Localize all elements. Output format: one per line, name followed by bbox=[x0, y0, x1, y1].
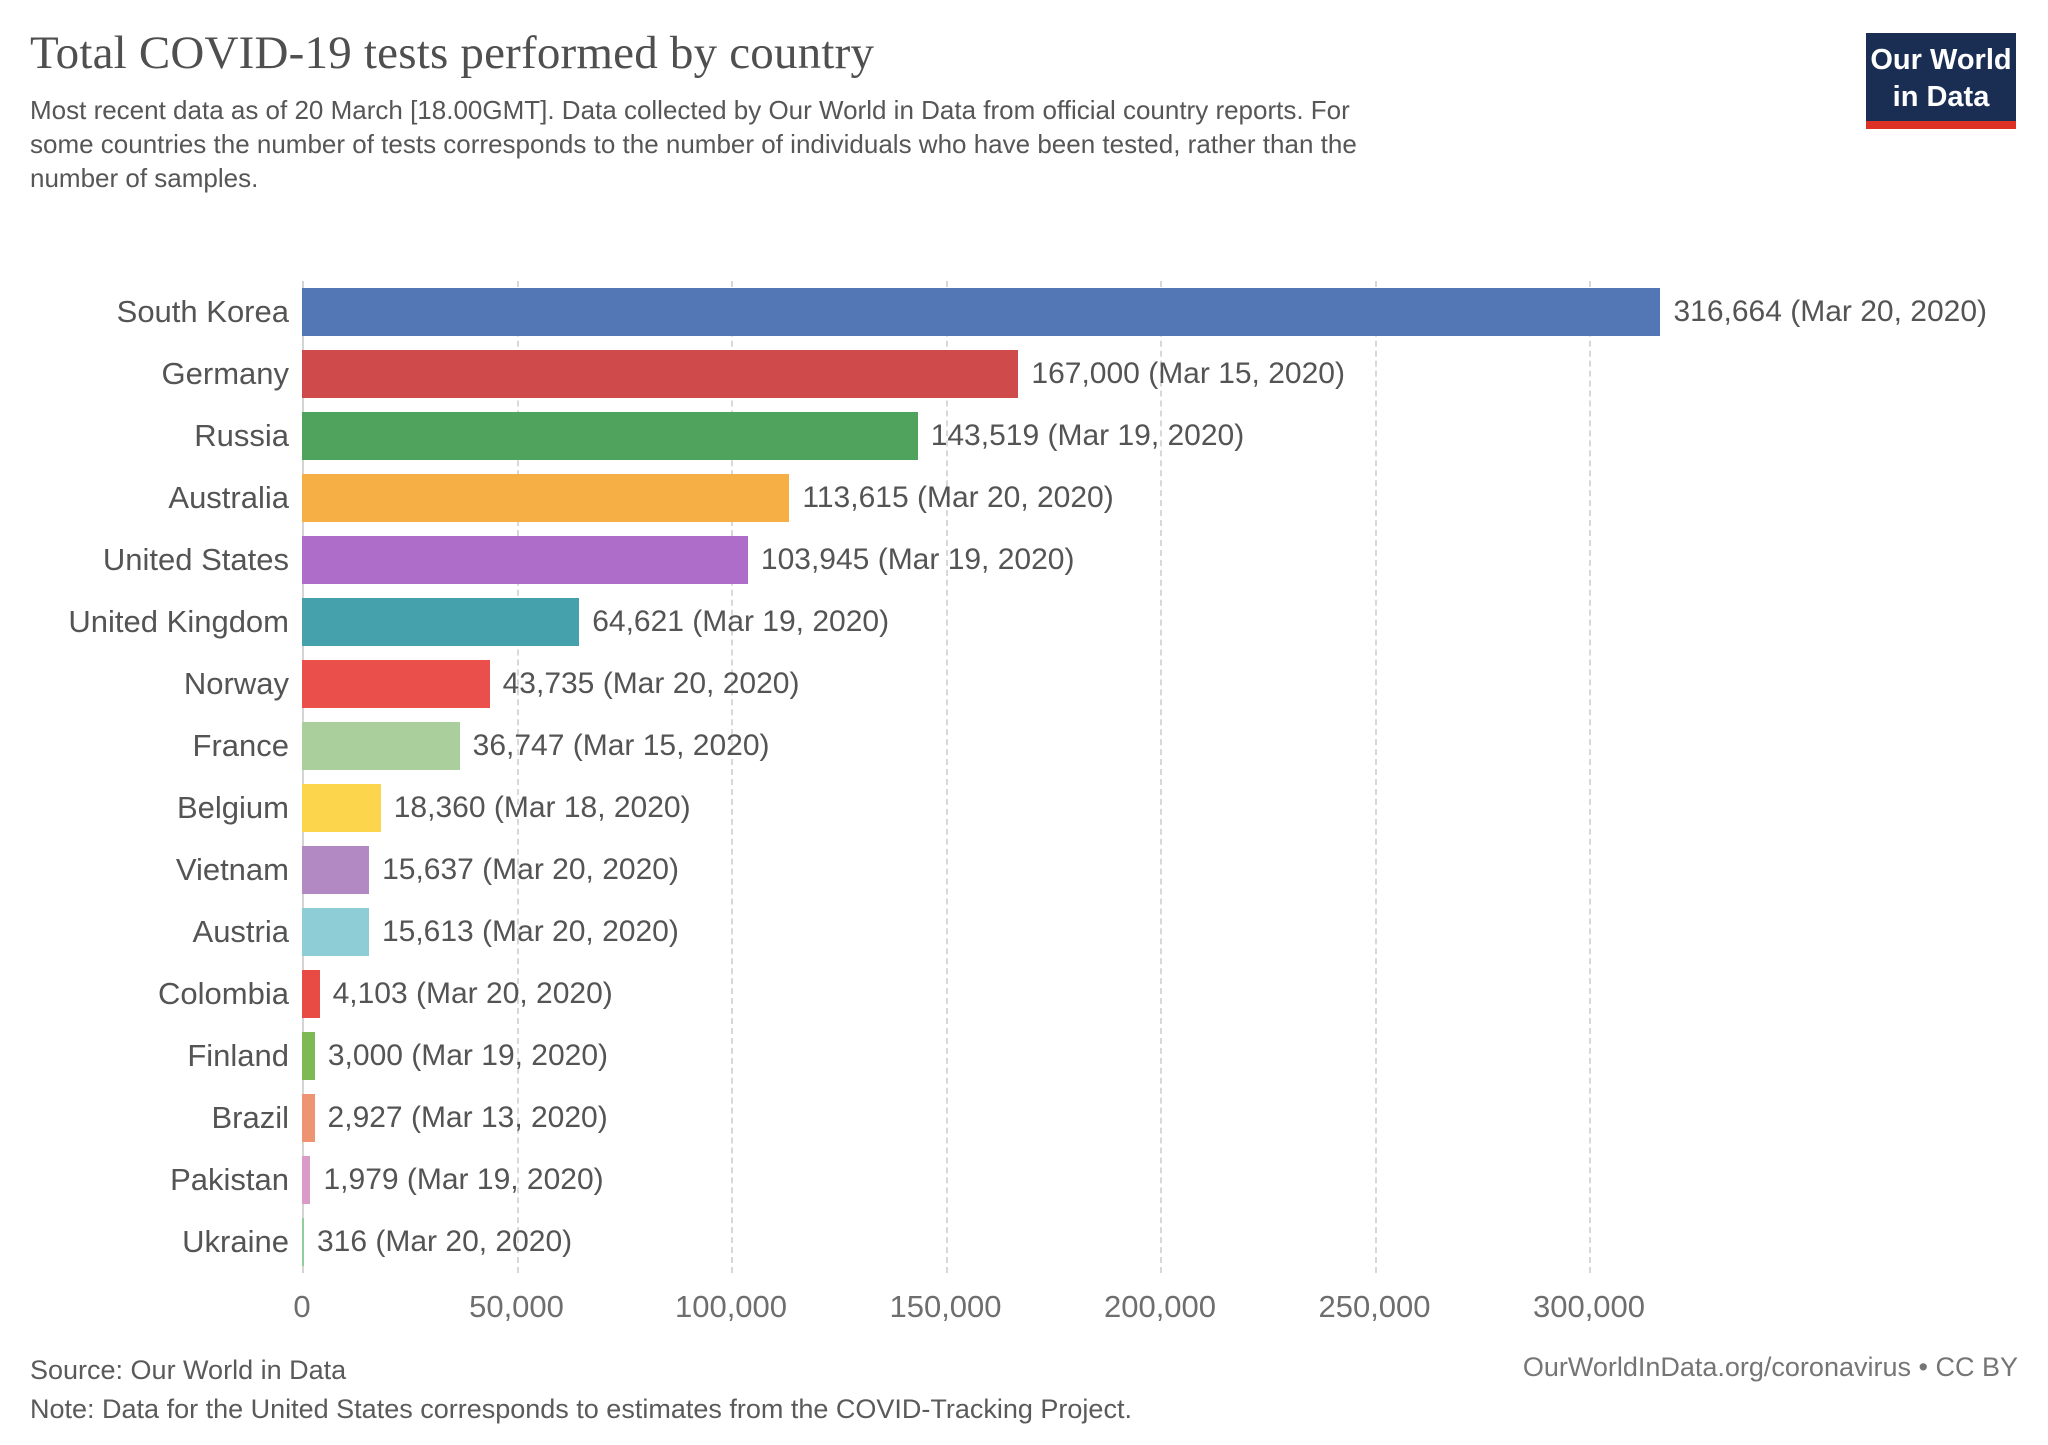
bar-pakistan[interactable] bbox=[302, 1156, 311, 1205]
value-label-finland: 3,000 (Mar 19, 2020) bbox=[327, 1039, 609, 1073]
country-label-finland: Finland bbox=[187, 1038, 289, 1074]
bar-germany[interactable] bbox=[302, 350, 1019, 399]
plot-region: South Korea 316,664 (Mar 20, 2020) Germa… bbox=[68, 281, 2018, 1329]
owid-logo[interactable]: Our World in Data bbox=[1866, 33, 2016, 130]
value-label-brazil: 2,927 (Mar 13, 2020) bbox=[327, 1101, 608, 1135]
country-label-russia: Russia bbox=[194, 418, 289, 454]
bar-france[interactable] bbox=[302, 722, 460, 771]
footer-right: OurWorldInData.org/coronavirus • CC BY bbox=[1523, 1351, 2018, 1383]
page-title: Total COVID-19 tests performed by countr… bbox=[30, 27, 875, 79]
page-subtitle: Most recent data as of 20 March [18.00GM… bbox=[30, 95, 1357, 193]
country-label-germany: Germany bbox=[161, 356, 289, 392]
chart-row-russia: Russia 143,519 (Mar 19, 2020) bbox=[194, 405, 2018, 467]
bar-australia[interactable] bbox=[302, 474, 790, 523]
chart-row-colombia: Colombia 4,103 (Mar 20, 2020) bbox=[158, 963, 2018, 1025]
chart-row-australia: Australia 113,615 (Mar 20, 2020) bbox=[168, 467, 2018, 529]
chart-row-ukraine: Ukraine 316 (Mar 20, 2020) bbox=[182, 1211, 2018, 1273]
chart-row-austria: Austria 15,613 (Mar 20, 2020) bbox=[193, 901, 2018, 963]
chart-row-finland: Finland 3,000 (Mar 19, 2020) bbox=[187, 1025, 2018, 1087]
country-label-south-korea: South Korea bbox=[116, 294, 289, 330]
chart-row-south-korea: South Korea 316,664 (Mar 20, 2020) bbox=[117, 281, 2018, 343]
value-label-south-korea: 316,664 (Mar 20, 2020) bbox=[1673, 295, 1988, 329]
gridline bbox=[731, 281, 733, 1274]
value-label-united-kingdom: 64,621 (Mar 19, 2020) bbox=[592, 605, 890, 639]
value-label-germany: 167,000 (Mar 15, 2020) bbox=[1031, 357, 1345, 391]
chart-row-france: France 36,747 (Mar 15, 2020) bbox=[193, 715, 2018, 777]
bar-austria[interactable] bbox=[302, 908, 369, 957]
x-axis-tick: 250,000 bbox=[1318, 1289, 1431, 1325]
chart-row-united-states: United States 103,945 (Mar 19, 2020) bbox=[103, 529, 2018, 591]
country-label-vietnam: Vietnam bbox=[175, 852, 289, 888]
value-label-united-states: 103,945 (Mar 19, 2020) bbox=[760, 543, 1075, 577]
axis-baseline bbox=[302, 281, 304, 1274]
chart-row-pakistan: Pakistan 1,979 (Mar 19, 2020) bbox=[170, 1149, 2018, 1211]
footer-link[interactable]: OurWorldInData.org/coronavirus bbox=[1522, 1352, 1911, 1383]
owid-logo-line1: Our World bbox=[1870, 44, 2012, 76]
x-axis-tick: 150,000 bbox=[889, 1289, 1002, 1325]
chart-row-brazil: Brazil 2,927 (Mar 13, 2020) bbox=[211, 1087, 2018, 1149]
plot-area: South Korea 316,664 (Mar 20, 2020) Germa… bbox=[68, 281, 2018, 1274]
country-label-australia: Australia bbox=[168, 480, 289, 516]
value-label-ukraine: 316 (Mar 20, 2020) bbox=[317, 1225, 573, 1259]
chart-row-norway: Norway 43,735 (Mar 20, 2020) bbox=[184, 653, 2018, 715]
bar-finland[interactable] bbox=[302, 1032, 315, 1081]
value-label-austria: 15,613 (Mar 20, 2020) bbox=[381, 915, 679, 949]
country-label-united-states: United States bbox=[102, 542, 289, 578]
gridline bbox=[945, 281, 948, 1274]
bar-vietnam[interactable] bbox=[302, 846, 370, 895]
value-label-russia: 143,519 (Mar 19, 2020) bbox=[930, 419, 1245, 453]
x-axis-tick: 200,000 bbox=[1103, 1289, 1217, 1325]
footer-left: Source: Our World in Data Note: Data for… bbox=[30, 1351, 1132, 1428]
gridline bbox=[1374, 281, 1377, 1274]
x-axis-tick: 100,000 bbox=[674, 1289, 788, 1325]
value-label-france: 36,747 (Mar 15, 2020) bbox=[472, 729, 770, 763]
value-label-colombia: 4,103 (Mar 20, 2020) bbox=[332, 977, 613, 1011]
bar-ukraine[interactable] bbox=[302, 1218, 304, 1267]
value-label-australia: 113,615 (Mar 20, 2020) bbox=[802, 481, 1114, 515]
country-label-colombia: Colombia bbox=[158, 976, 289, 1012]
bar-united-kingdom[interactable] bbox=[302, 598, 580, 647]
bar-belgium[interactable] bbox=[302, 784, 381, 833]
value-label-vietnam: 15,637 (Mar 20, 2020) bbox=[382, 853, 679, 887]
chart-area: South Korea 316,664 (Mar 20, 2020) Germa… bbox=[30, 281, 2018, 1329]
gridline bbox=[1589, 281, 1591, 1274]
value-label-belgium: 18,360 (Mar 18, 2020) bbox=[393, 791, 691, 825]
chart-row-germany: Germany 167,000 (Mar 15, 2020) bbox=[162, 343, 2018, 405]
bar-russia[interactable] bbox=[302, 412, 918, 461]
country-label-united-kingdom: United Kingdom bbox=[68, 604, 289, 640]
bar-colombia[interactable] bbox=[302, 970, 320, 1019]
data-note: Note: Data for the United States corresp… bbox=[30, 1393, 1132, 1424]
chart-row-belgium: Belgium 18,360 (Mar 18, 2020) bbox=[177, 777, 2018, 839]
country-label-ukraine: Ukraine bbox=[182, 1224, 289, 1260]
bar-brazil[interactable] bbox=[302, 1094, 315, 1143]
gridline bbox=[516, 281, 519, 1274]
chart-row-vietnam: Vietnam 15,637 (Mar 20, 2020) bbox=[176, 839, 2018, 901]
country-label-belgium: Belgium bbox=[177, 790, 289, 826]
country-label-brazil: Brazil bbox=[211, 1100, 289, 1136]
gridline bbox=[1160, 281, 1162, 1274]
value-label-pakistan: 1,979 (Mar 19, 2020) bbox=[323, 1163, 604, 1197]
footer: Source: Our World in Data Note: Data for… bbox=[30, 1351, 2018, 1428]
country-label-france: France bbox=[192, 728, 289, 764]
license-text[interactable]: CC BY bbox=[1935, 1352, 2018, 1383]
x-axis-tick: 300,000 bbox=[1532, 1289, 1646, 1325]
x-axis-tick: 50,000 bbox=[469, 1289, 564, 1325]
country-label-norway: Norway bbox=[183, 666, 289, 702]
bar-norway[interactable] bbox=[302, 660, 490, 709]
value-label-norway: 43,735 (Mar 20, 2020) bbox=[502, 667, 800, 701]
bar-united-states[interactable] bbox=[302, 536, 748, 585]
x-axis: 0 50,000 100,000 150,000 200,000 250,000 300,0… bbox=[293, 1273, 2018, 1329]
source-note: Source: Our World in Data bbox=[30, 1355, 347, 1386]
chart-row-united-kingdom: United Kingdom 64,621 (Mar 19, 2020) bbox=[68, 591, 2018, 653]
footer-separator: • bbox=[1918, 1352, 1928, 1383]
owid-logo-line2: in Data bbox=[1892, 80, 1990, 113]
country-label-austria: Austria bbox=[192, 914, 289, 950]
bar-south-korea[interactable] bbox=[302, 288, 1661, 337]
x-axis-tick: 0 bbox=[293, 1289, 311, 1325]
country-label-pakistan: Pakistan bbox=[170, 1162, 289, 1198]
